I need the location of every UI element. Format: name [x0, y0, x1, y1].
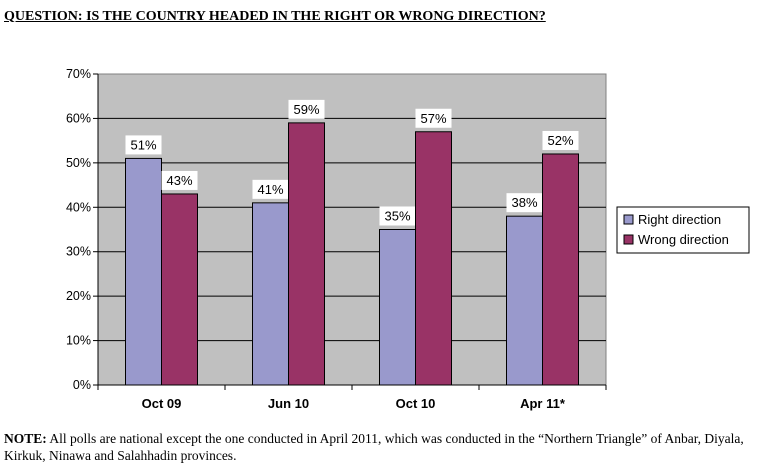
bar-right-direction — [506, 215, 543, 386]
y-tick-label: 70% — [66, 67, 91, 81]
note-label: NOTE: — [4, 431, 47, 446]
y-tick-label: 20% — [66, 289, 91, 303]
x-tick-label: Oct 10 — [396, 396, 436, 411]
bar-wrong-direction — [415, 131, 452, 386]
bar-right-direction — [379, 229, 416, 386]
x-axis: Oct 09 Jun 10 Oct 10 Apr 11* — [97, 384, 607, 411]
chart-heading: QUESTION: IS THE COUNTRY HEADED IN THE R… — [4, 9, 546, 24]
legend-box — [616, 206, 750, 254]
data-label: 35% — [384, 209, 410, 224]
legend-swatch — [623, 214, 634, 225]
bars: 51% 43% 41% 59% 35% 57% 38% 52% — [125, 99, 579, 386]
legend-swatch — [623, 234, 634, 245]
y-tick-label: 60% — [66, 111, 91, 125]
bar-right-direction — [125, 157, 162, 386]
y-axis: 0% 10% 20% 30% 40% 50% 60% 70% — [66, 67, 99, 392]
y-tick-label: 30% — [66, 245, 91, 259]
y-tick-label: 10% — [66, 334, 91, 348]
y-tick-label: 40% — [66, 200, 91, 214]
bar-wrong-direction — [288, 122, 325, 386]
data-label-box — [252, 179, 289, 199]
data-label-box — [506, 193, 543, 213]
data-label: 43% — [166, 173, 192, 188]
legend: Right direction Wrong direction — [616, 206, 750, 254]
data-label: 41% — [257, 182, 283, 197]
note-text: All polls are national except the one co… — [4, 431, 744, 463]
data-label-box — [415, 108, 452, 128]
legend-label: Wrong direction — [638, 232, 729, 247]
y-tick-label: 0% — [73, 378, 91, 392]
data-label: 38% — [511, 195, 537, 210]
data-label-box — [125, 135, 162, 155]
x-tick-label: Oct 09 — [142, 396, 182, 411]
bar-wrong-direction — [542, 153, 579, 386]
bar-wrong-direction — [161, 193, 198, 386]
data-label-box — [542, 130, 579, 150]
data-label: 51% — [130, 137, 156, 152]
data-label: 59% — [293, 102, 319, 117]
bar-right-direction — [252, 202, 289, 386]
data-label-box — [161, 170, 198, 190]
data-label-box — [379, 206, 416, 226]
data-label: 52% — [547, 133, 573, 148]
y-tick-label: 50% — [66, 156, 91, 170]
data-label: 57% — [420, 111, 446, 126]
x-tick-label: Jun 10 — [268, 396, 309, 411]
note: NOTE: All polls are national except the … — [4, 430, 770, 464]
data-label-box — [288, 99, 325, 119]
legend-label: Right direction — [638, 212, 721, 227]
x-tick-label: Apr 11* — [520, 396, 566, 411]
